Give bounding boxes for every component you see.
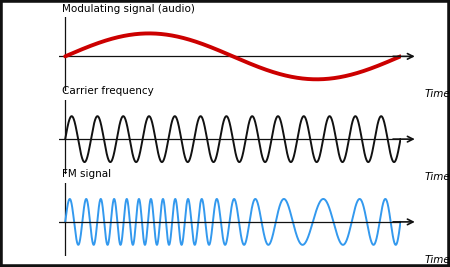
- Text: Time: Time: [424, 172, 450, 182]
- Text: Carrier frequency: Carrier frequency: [62, 87, 153, 96]
- Text: Modulating signal (audio): Modulating signal (audio): [62, 4, 195, 14]
- Text: Time: Time: [424, 89, 450, 99]
- Text: FM signal: FM signal: [62, 169, 111, 179]
- Text: Time: Time: [424, 255, 450, 265]
